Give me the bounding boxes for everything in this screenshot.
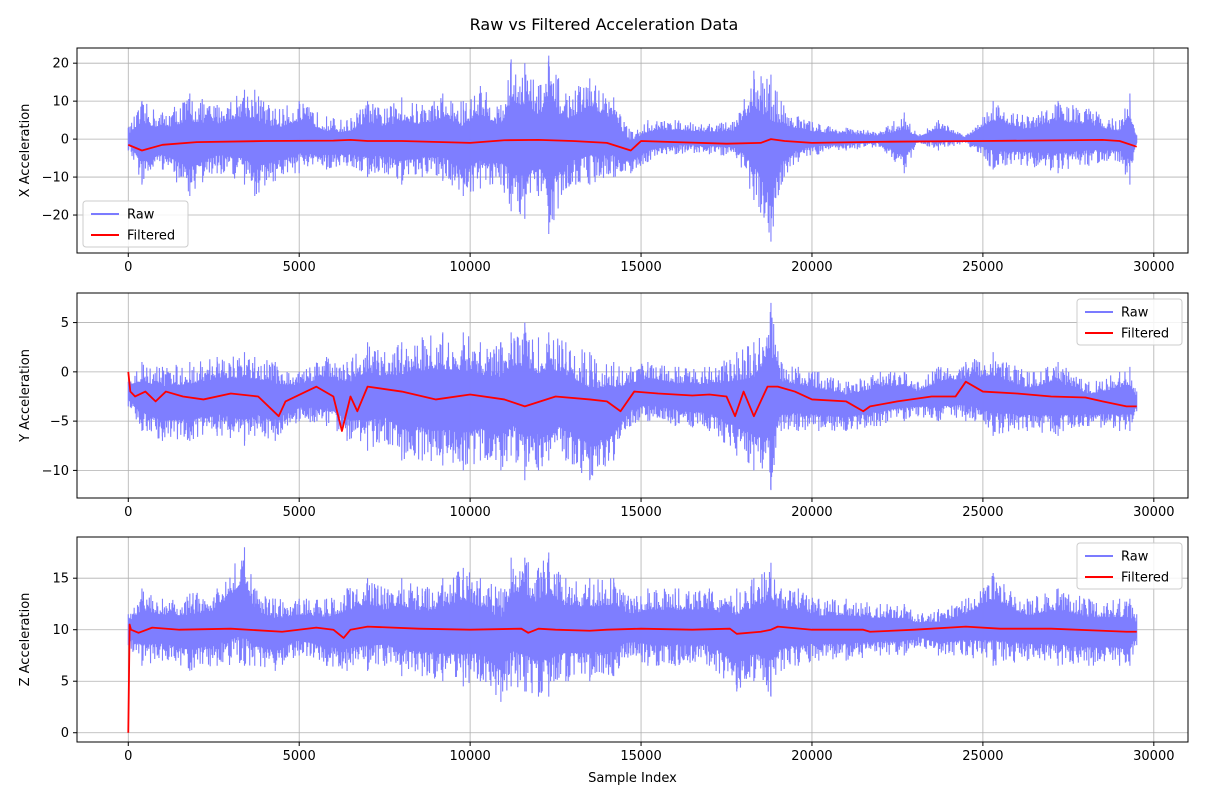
legend-label: Filtered xyxy=(127,229,175,244)
legend: Raw Filtered xyxy=(1076,298,1183,346)
y-tick-label: −20 xyxy=(42,209,69,224)
axes-frame xyxy=(76,47,1189,254)
x-tick-label: 15000 xyxy=(620,260,661,275)
subplot-3: 0 5000 10000 15000 20000 25000 30000 0 5 10 15 Z Ac… xyxy=(18,536,1189,786)
plot-area xyxy=(127,302,1138,491)
legend: Raw Filtered xyxy=(82,200,189,248)
x-tick-label: 0 xyxy=(124,260,132,275)
x-tick-label: 30000 xyxy=(1133,505,1174,520)
x-tick-label: 0 xyxy=(124,749,132,764)
subplot-2: 0 5000 10000 15000 20000 25000 30000 −10 −5 0 5 Y A… xyxy=(18,292,1189,520)
subplots: 0 5000 10000 15000 20000 25000 30000−20−100102… xyxy=(18,47,1189,786)
x-tick-label: 5000 xyxy=(283,749,316,764)
legend-label: Raw xyxy=(127,208,155,223)
filtered-series-line xyxy=(127,623,1137,733)
axes-frame xyxy=(76,536,1189,743)
plot-area xyxy=(127,547,1138,733)
y-tick-label: 0 xyxy=(61,133,69,148)
plot-area xyxy=(127,55,1138,242)
figure-title: Raw vs Filtered Acceleration Data xyxy=(470,15,739,34)
x-tick-label: 10000 xyxy=(449,505,490,520)
x-tick-label: 25000 xyxy=(962,260,1003,275)
x-axis-label: Sample Index xyxy=(588,771,677,786)
axes-frame xyxy=(76,292,1189,499)
y-tick-label: 0 xyxy=(61,726,69,741)
x-tick-label: 0 xyxy=(124,505,132,520)
subplot-1: 0 5000 10000 15000 20000 25000 30000 −20 −10 0 10 2… xyxy=(18,47,1189,275)
x-tick-label: 20000 xyxy=(791,505,832,520)
legend-label: Filtered xyxy=(1121,327,1169,342)
x-tick-label: 10000 xyxy=(449,749,490,764)
legend-label: Raw xyxy=(1121,550,1149,565)
x-tick-label: 30000 xyxy=(1133,260,1174,275)
y-axis-label: X Acceleration xyxy=(18,104,33,198)
x-tick-label: 15000 xyxy=(620,749,661,764)
y-tick-label: −10 xyxy=(42,171,69,186)
y-tick-label: 10 xyxy=(52,95,69,110)
y-tick-label: 10 xyxy=(52,623,69,638)
y-tick-label: 20 xyxy=(52,57,69,72)
y-tick-label: 15 xyxy=(52,572,69,587)
x-tick-label: 20000 xyxy=(791,749,832,764)
x-tick-label: 25000 xyxy=(962,505,1003,520)
legend-label: Filtered xyxy=(1121,571,1169,586)
x-tick-label: 20000 xyxy=(791,260,832,275)
filtered-series-line xyxy=(127,371,1137,432)
x-tick-label: 15000 xyxy=(620,505,661,520)
legend-label: Raw xyxy=(1121,306,1149,321)
y-axis-label: Y Acceleration xyxy=(18,349,33,443)
x-tick-label: 30000 xyxy=(1133,749,1174,764)
x-tick-label: 5000 xyxy=(283,505,316,520)
x-tick-label: 5000 xyxy=(283,260,316,275)
x-tick-label: 10000 xyxy=(449,260,490,275)
y-tick-label: 5 xyxy=(61,316,69,331)
y-tick-label: −5 xyxy=(50,415,69,430)
filtered-series-line xyxy=(127,138,1138,152)
y-axis-label: Z Acceleration xyxy=(18,593,33,687)
y-tick-label: −10 xyxy=(42,464,69,479)
y-tick-label: 5 xyxy=(61,675,69,690)
y-tick-label: 0 xyxy=(61,365,69,380)
legend: Raw Filtered xyxy=(1076,542,1183,590)
x-tick-label: 25000 xyxy=(962,749,1003,764)
